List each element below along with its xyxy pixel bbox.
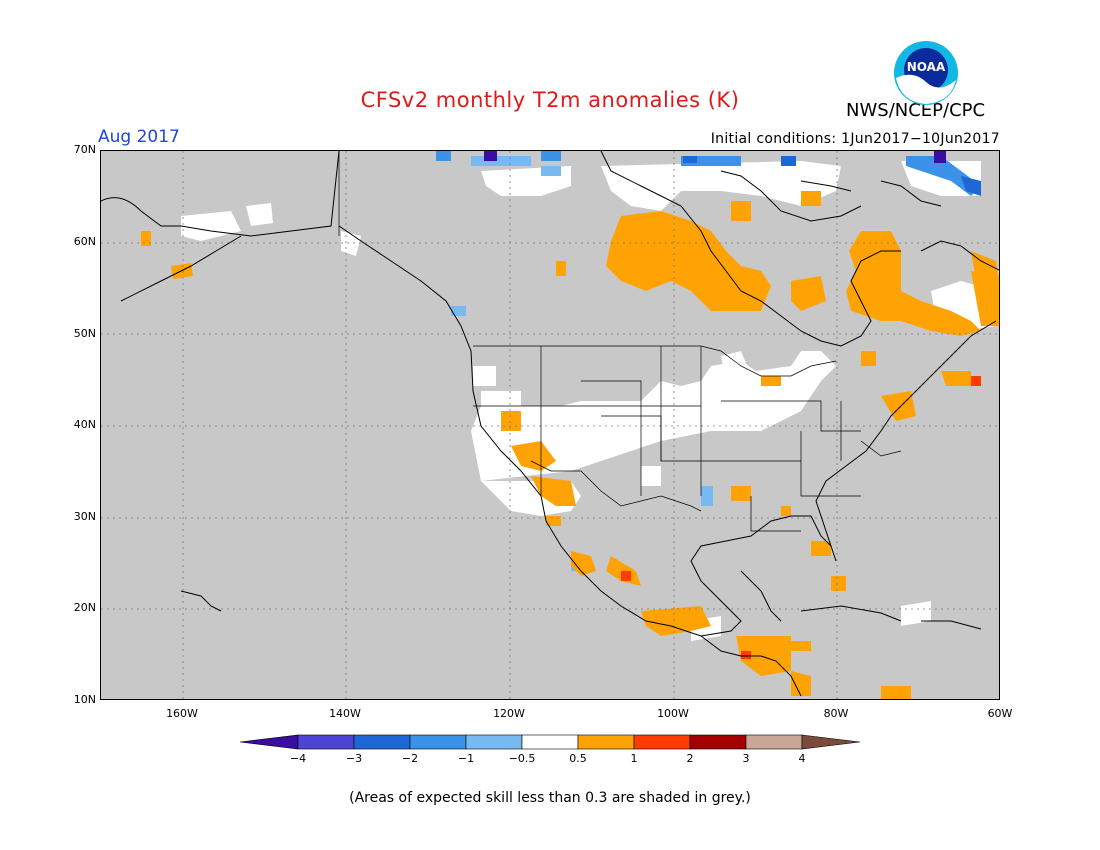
orange-anomaly-regions [141,191,999,699]
colorbar-cell [689,734,747,750]
colorbar-cells [240,734,861,750]
lon-label: 140W [329,707,361,720]
lat-label: 70N [73,143,96,156]
lat-label: 30N [73,510,96,523]
colorbar [240,734,861,750]
colorbar-label: 4 [798,752,806,765]
colorbar-cell [297,734,355,750]
colorbar-label: 1 [630,752,638,765]
lon-label: 160W [166,707,198,720]
colorbar-cell [577,734,635,750]
colorbar-label: 0.5 [569,752,587,765]
colorbar-label: −1 [457,752,475,765]
colorbar-cell [353,734,411,750]
forecast-month: Aug 2017 [98,127,180,147]
colorbar-cell [465,734,523,750]
purple-anomaly-regions [484,151,946,163]
colorbar-cell [409,734,467,750]
org-label: NWS/NCEP/CPC [846,100,986,121]
red-anomaly-regions [621,376,981,659]
colorbar-label: 3 [742,752,750,765]
lon-label: 60W [987,707,1013,720]
footnote: (Areas of expected skill less than 0.3 a… [349,790,751,806]
anomaly-map [100,150,1000,700]
initial-conditions: Initial conditions: 1Jun2017−10Jun2017 [710,131,1000,147]
lon-label: 120W [493,707,525,720]
colorbar-label: −4 [289,752,307,765]
lon-label: 100W [657,707,689,720]
map-canvas [101,151,999,699]
colorbar-label: 2 [686,752,694,765]
colorbar-cell [801,734,861,750]
lat-label: 50N [73,327,96,340]
colorbar-label: −0.5 [508,752,536,765]
lon-label: 80W [823,707,849,720]
graticule [101,151,999,699]
colorbar-cell [745,734,803,750]
dark-blue-anomaly-regions [683,156,981,196]
coastlines [101,151,999,697]
lat-label: 10N [73,693,96,706]
colorbar-cell [240,734,299,750]
noaa-logo: NOAA [894,41,958,105]
lat-label: 40N [73,418,96,431]
lat-label: 20N [73,601,96,614]
lat-label: 60N [73,235,96,248]
colorbar-cell [633,734,691,750]
chart-title: CFSv2 monthly T2m anomalies (K) [360,88,740,112]
colorbar-label: −3 [345,752,363,765]
logo-text: NOAA [907,60,946,74]
colorbar-cell [521,734,579,750]
political-borders [338,151,902,532]
colorbar-label: −2 [401,752,419,765]
